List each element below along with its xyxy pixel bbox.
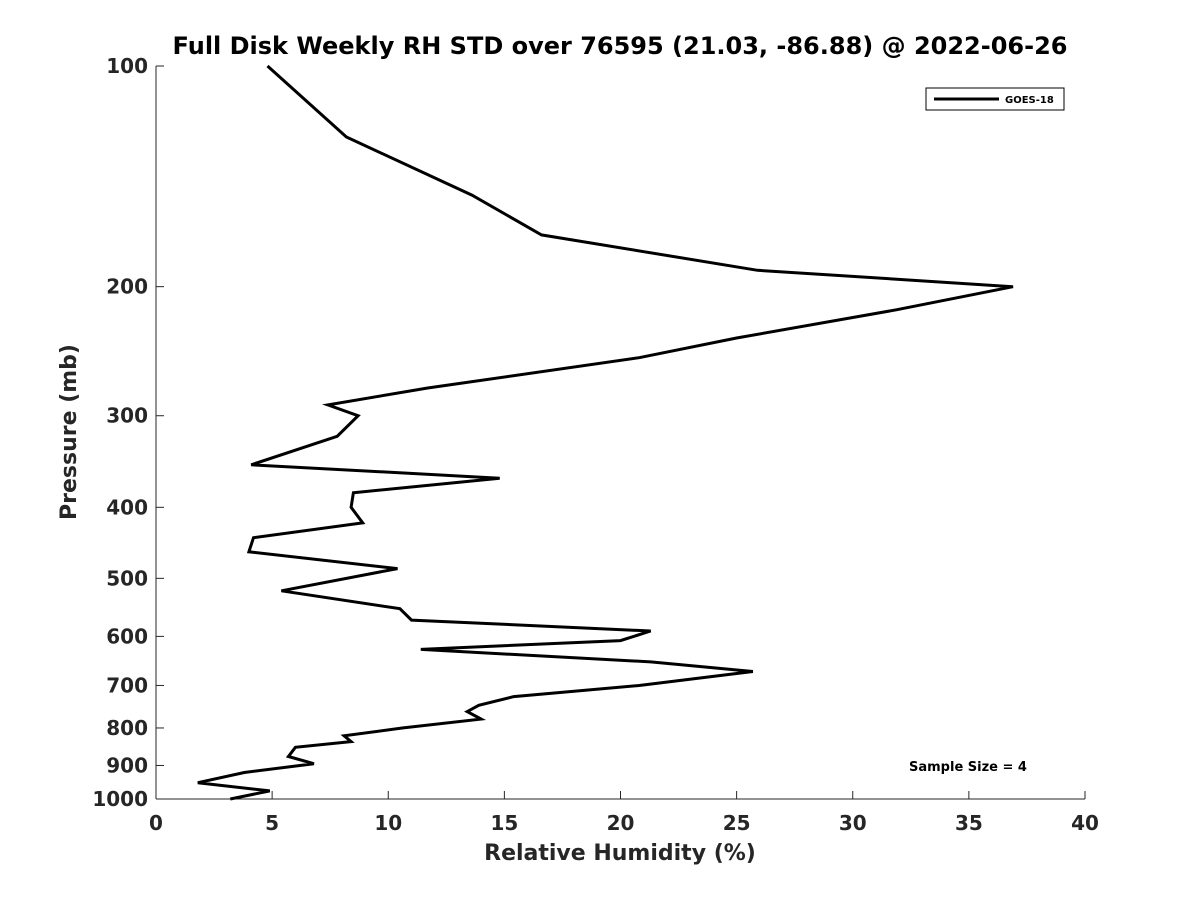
chart-title: Full Disk Weekly RH STD over 76595 (21.0… (173, 32, 1068, 60)
y-tick-label: 1000 (92, 787, 148, 811)
x-tick-label: 20 (607, 811, 635, 835)
x-tick-label: 15 (490, 811, 518, 835)
y-tick-label: 500 (106, 566, 148, 590)
x-tick-label: 40 (1071, 811, 1099, 835)
series-layer (197, 64, 1014, 801)
plot-area (156, 66, 1085, 799)
sample-size-annotation: Sample Size = 4 (909, 760, 1027, 775)
x-axis-ticks: 0 5 10 15 20 25 30 35 40 (149, 791, 1099, 835)
x-tick-label: 10 (374, 811, 402, 835)
y-tick-label: 300 (106, 404, 148, 428)
y-tick-label: 100 (106, 54, 148, 78)
y-axis-ticks: 100 200 300 400 500 600 700 800 900 1000 (92, 54, 164, 811)
x-tick-label: 5 (265, 811, 279, 835)
x-tick-label: 25 (723, 811, 751, 835)
x-tick-label: 0 (149, 811, 163, 835)
y-tick-label: 600 (106, 624, 148, 648)
x-axis-label: Relative Humidity (%) (484, 841, 756, 866)
x-tick-label: 35 (955, 811, 983, 835)
y-tick-label: 800 (106, 716, 148, 740)
legend-label: GOES-18 (1005, 95, 1054, 106)
y-tick-label: 200 (106, 275, 148, 299)
series-line-goes-18 (197, 64, 1014, 801)
y-tick-label: 400 (106, 495, 148, 519)
y-tick-label: 900 (106, 753, 148, 777)
x-tick-label: 30 (839, 811, 867, 835)
legend: GOES-18 (925, 87, 1065, 111)
y-axis-label: Pressure (mb) (57, 344, 82, 520)
y-tick-label: 700 (106, 673, 148, 697)
